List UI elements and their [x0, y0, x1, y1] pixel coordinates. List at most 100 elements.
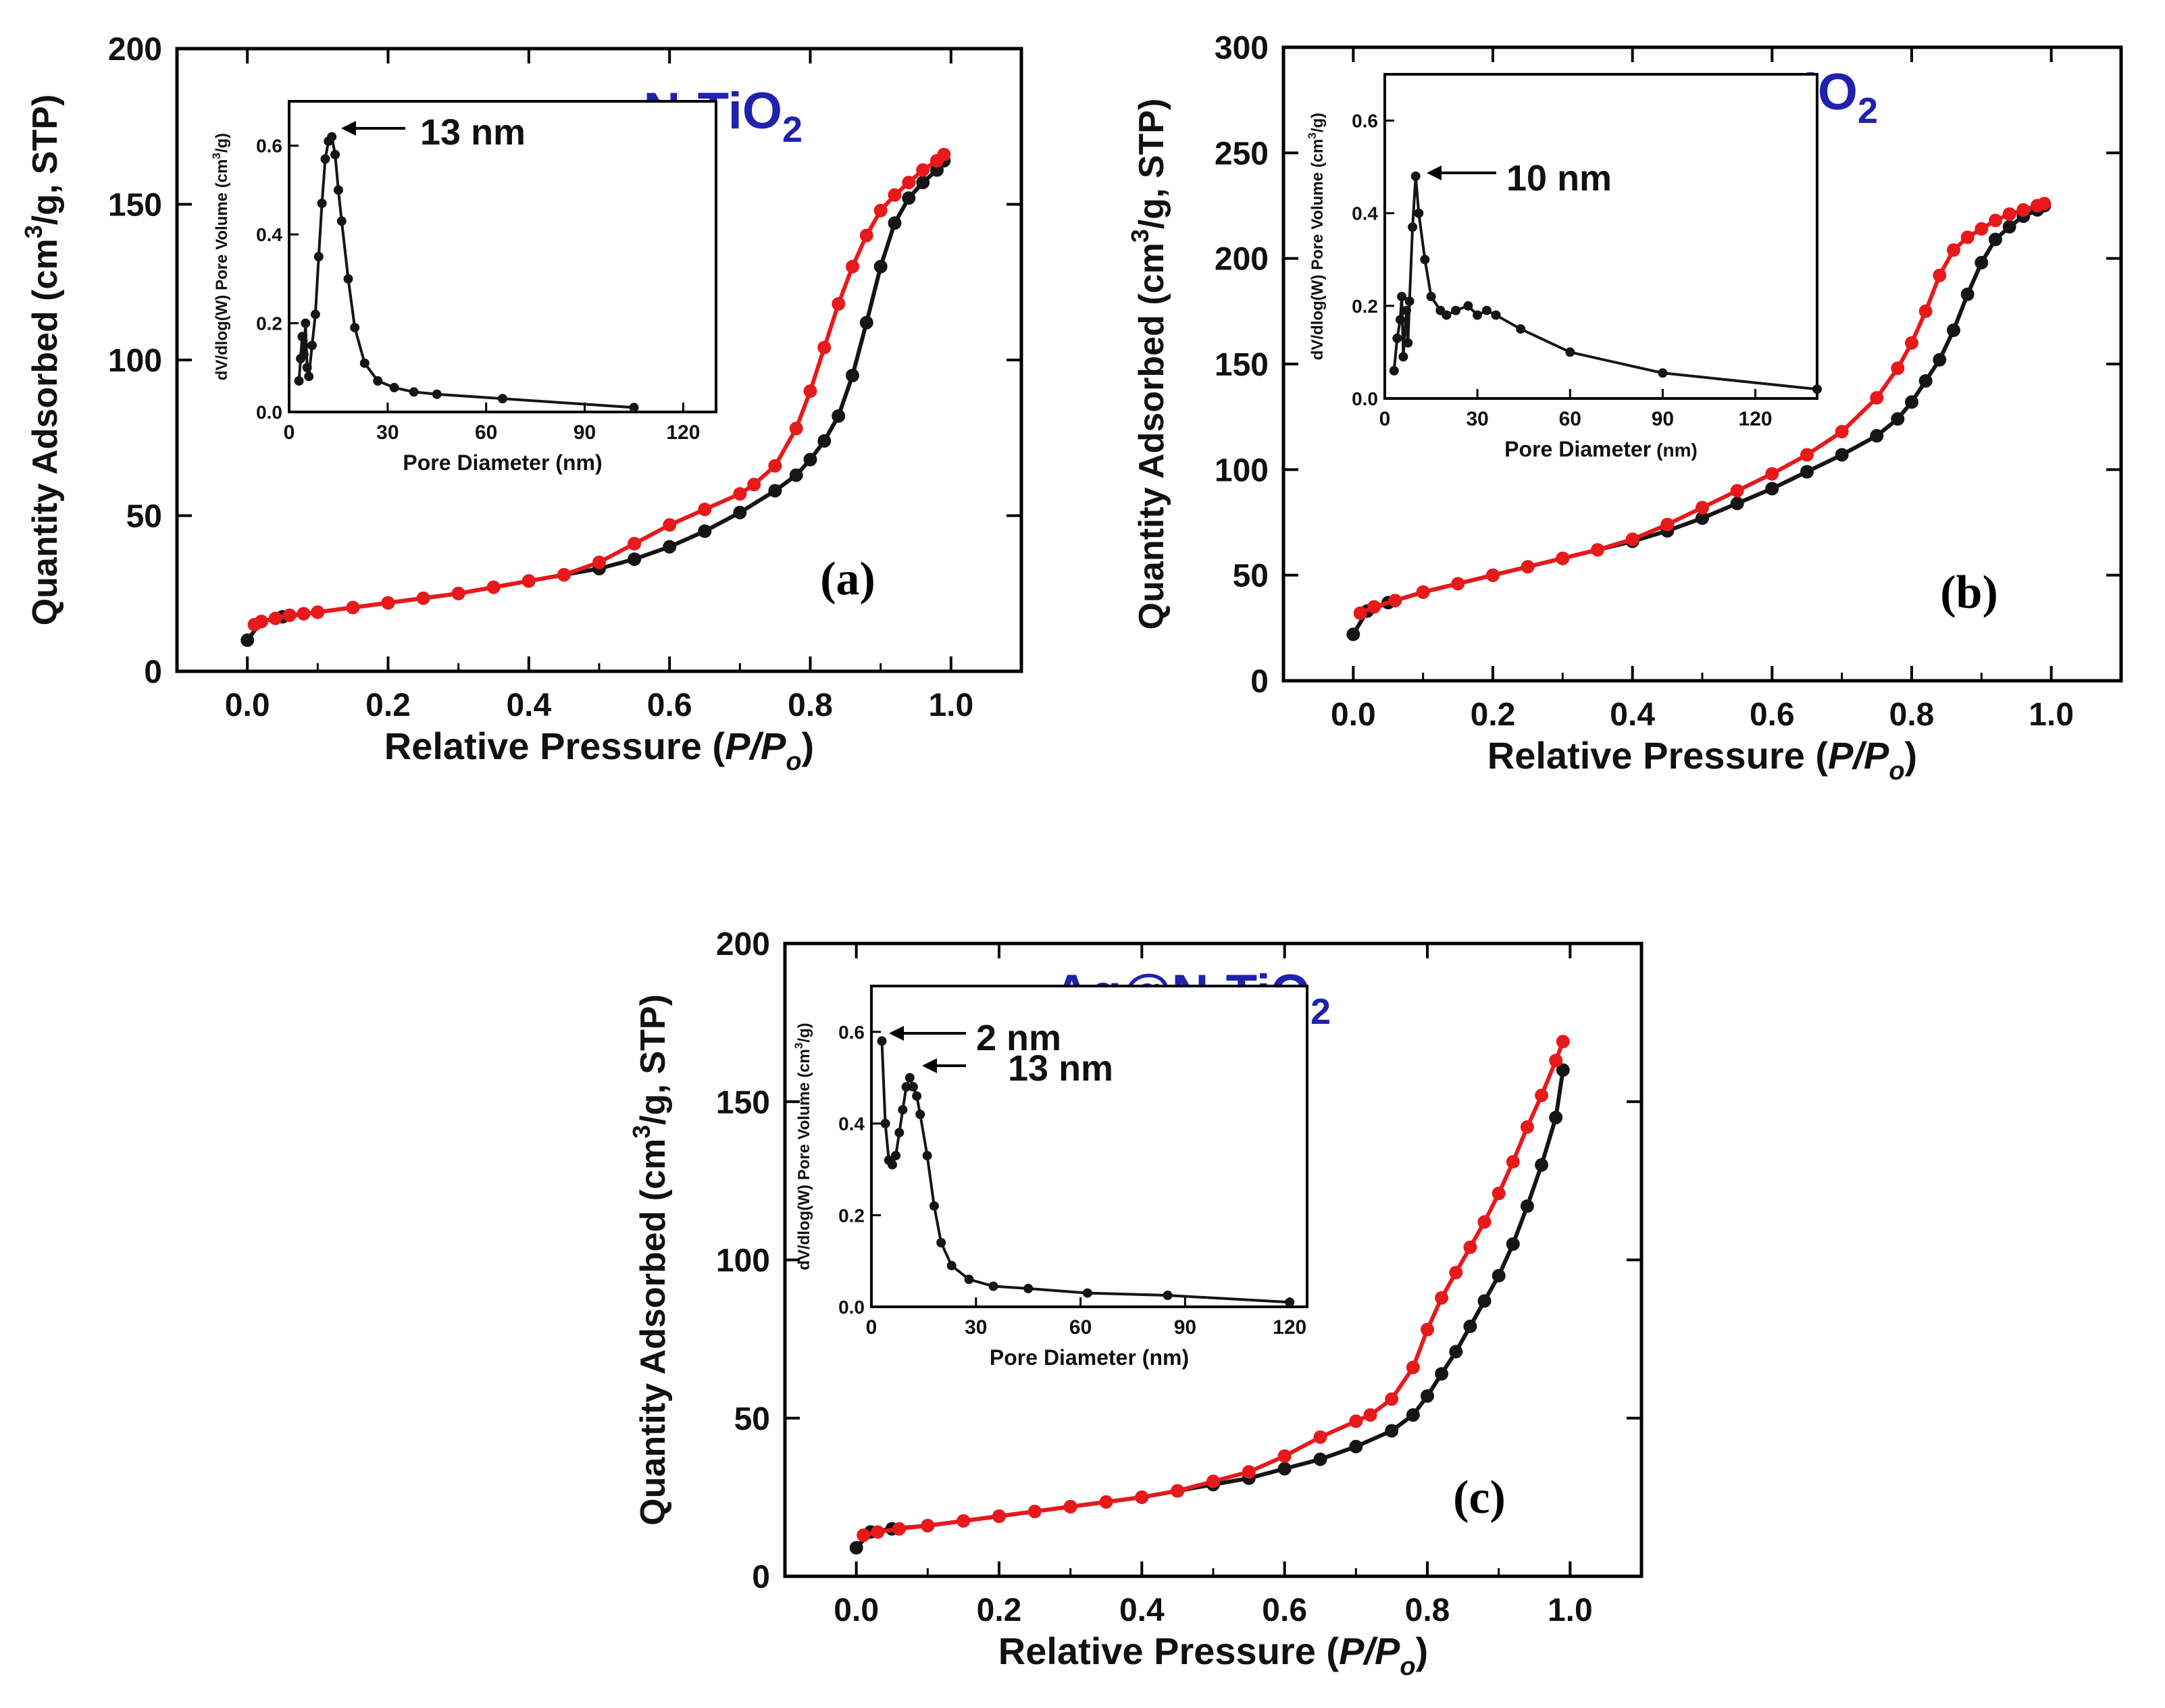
data-point	[1730, 496, 1744, 511]
inset-y-axis-title-text: dV/dlog(W) Pore Volume (cm	[795, 1049, 813, 1270]
data-point	[1556, 1063, 1570, 1077]
x-tick-label: 0.4	[506, 688, 551, 723]
inset-data-point	[901, 1082, 911, 1092]
inset-data-point	[1658, 368, 1668, 378]
peak-annotation: 13 nm	[341, 112, 526, 153]
data-point	[1905, 395, 1918, 409]
material-subscript: 2	[1858, 90, 1878, 131]
data-point	[747, 477, 761, 492]
x-tick-label: 0.6	[647, 688, 692, 723]
inset-x-tick-label: 0	[1379, 408, 1391, 430]
y-axis-title: Quantity Adsorbed (cm3/g, STP)	[20, 95, 65, 626]
inset-y-tick-label: 0.4	[1352, 203, 1378, 224]
data-point	[1353, 606, 1367, 620]
x-axis-title: Relative Pressure (P/Po)	[384, 725, 814, 776]
data-point	[1591, 543, 1604, 557]
data-point	[817, 434, 832, 448]
inset-chart: 0 30 60 90 120 0.0 0.2 0.4 0.6 Pore Diameter (nm)…	[210, 100, 717, 475]
data-point	[486, 580, 501, 594]
data-point	[521, 574, 536, 588]
data-point	[1947, 324, 1960, 337]
inset-x-tick-label: 120	[1273, 1316, 1306, 1339]
chart-panel-c: 0.0 0.2 0.4 0.6 0.8 1.0 0 50 100 150 200 Relative P…	[628, 927, 1644, 1681]
inset-data-point	[1414, 208, 1424, 218]
inset-y-axis-title-text: dV/dlog(W) Pore Volume (cm	[213, 159, 231, 381]
data-point	[768, 459, 782, 473]
data-point	[1947, 243, 1960, 257]
data-point	[1349, 1439, 1363, 1453]
data-point	[859, 315, 873, 330]
data-point	[1063, 1499, 1077, 1513]
inset-data-point	[330, 149, 340, 159]
inset-y-axis-title-sup: 3	[792, 1043, 805, 1049]
data-point	[1918, 374, 1933, 388]
x-axis-title-text: Relative Pressure (	[1487, 734, 1829, 777]
inset-y-tick-label: 0.6	[1352, 111, 1378, 132]
material-subscript: 2	[1310, 991, 1331, 1032]
inset-data-point	[327, 132, 337, 142]
data-point	[832, 297, 846, 311]
inset-data-point	[1473, 310, 1483, 320]
data-point	[1206, 1474, 1220, 1489]
data-point	[846, 369, 859, 382]
inset-data-point	[389, 382, 399, 392]
inset-data-point	[1082, 1288, 1092, 1298]
x-axis-title-text: Relative Pressure (	[998, 1630, 1340, 1672]
inset-data-point	[294, 376, 304, 386]
inset-data-point	[1565, 347, 1575, 357]
inset-frame	[288, 100, 717, 413]
inset-data-point	[350, 323, 360, 333]
data-point	[1313, 1430, 1327, 1444]
inset-data-point	[336, 216, 347, 226]
inset-x-tick-label: 30	[376, 421, 399, 444]
inset-x-tick-label: 90	[1174, 1316, 1196, 1339]
x-axis-title-end: )	[1416, 1630, 1429, 1672]
data-point	[1421, 1322, 1434, 1337]
inset-x-tick-label: 0	[284, 421, 295, 444]
data-point	[663, 540, 677, 554]
y-tick-label: 0	[144, 654, 162, 690]
y-axis-title-sup: 3	[1126, 229, 1154, 242]
inset-data-point	[877, 1036, 887, 1046]
data-point	[1506, 1155, 1520, 1169]
inset-data-point	[307, 340, 317, 351]
panel-label: (b)	[1940, 567, 1998, 619]
data-point	[1385, 1424, 1399, 1438]
data-point	[921, 1519, 935, 1532]
inset-data-point	[964, 1274, 974, 1285]
data-point	[1027, 1505, 1042, 1518]
inset-y-axis-title-sup: 3	[210, 153, 223, 159]
data-point	[1367, 600, 1381, 614]
inset-x-tick-label: 30	[965, 1316, 987, 1339]
y-axis-title-end: /g, STP)	[1132, 99, 1171, 230]
data-point	[859, 228, 873, 242]
inset-data-point	[1451, 305, 1461, 315]
inset-y-axis-title-text: dV/dlog(W) Pore Volume (cm	[1308, 139, 1327, 361]
chart-panel-b: 0.0 0.2 0.4 0.6 0.8 1.0050100150200250300Rela…	[1126, 30, 2123, 785]
peak-label: 13 nm	[1008, 1048, 1113, 1089]
data-point	[1933, 268, 1947, 282]
data-point	[892, 1522, 907, 1536]
inset-x-tick-label: 0	[866, 1316, 877, 1339]
inset-data-point	[1389, 365, 1399, 376]
data-point	[1933, 353, 1947, 367]
inset-data-point	[297, 332, 307, 342]
inset-y-axis-title-end: /g)	[1308, 113, 1327, 132]
x-tick-label: 0.8	[1405, 1593, 1450, 1628]
data-point	[1463, 1319, 1477, 1333]
inset-data-point	[1481, 305, 1492, 315]
inset-data-point	[373, 376, 383, 386]
data-point	[1625, 532, 1639, 546]
x-axis-title-end: )	[1905, 734, 1918, 777]
data-point	[311, 605, 325, 619]
inset-data-point	[333, 185, 343, 195]
inset-data-point	[629, 403, 639, 413]
inset-chart: 0 30 60 90 120 0.0 0.2 0.4 0.6 Pore Diameter (nm)…	[792, 985, 1308, 1370]
data-point	[930, 163, 944, 177]
data-point	[902, 176, 916, 190]
inset-data-point	[1516, 324, 1526, 334]
x-tick-label: 1.0	[1548, 1593, 1593, 1628]
data-point	[1765, 482, 1779, 496]
data-point	[1406, 1360, 1420, 1374]
